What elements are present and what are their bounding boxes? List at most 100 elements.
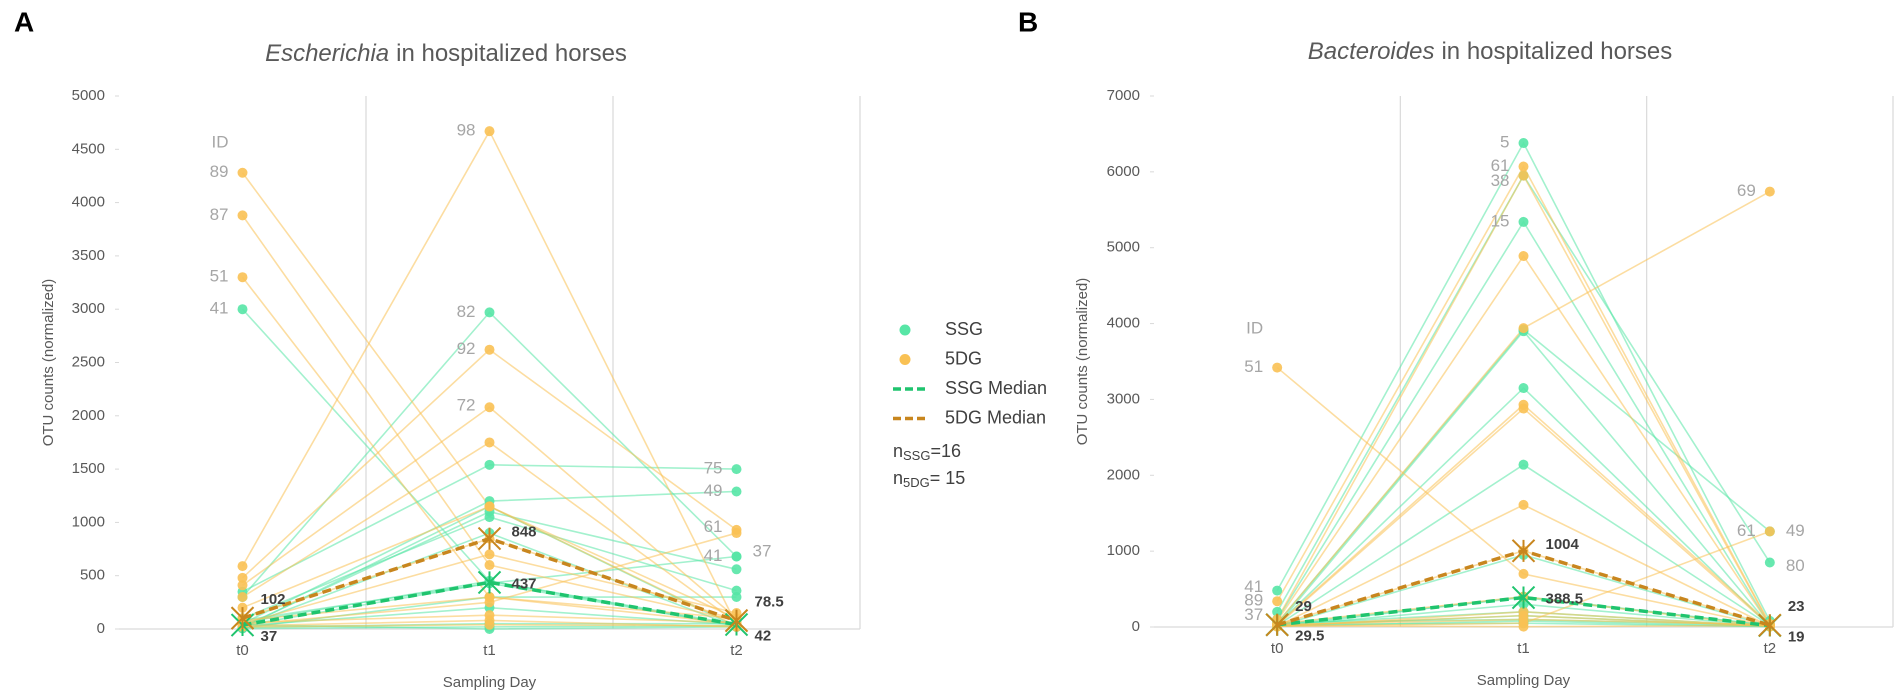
horse-point [1764,557,1775,568]
x-tick-label: t2 [1764,640,1777,657]
chart-title: Bacteroides in hospitalized horses [1308,38,1673,65]
title-genus: Escherichia [265,40,389,67]
median-label: 29.5 [1295,628,1324,645]
x-tick-label: t1 [1517,640,1530,657]
y-tick-label: 3000 [1107,390,1140,407]
horse-point [1518,568,1529,579]
horse-point [484,437,495,448]
y-tick-label: 4000 [72,194,105,211]
y-tick-label: 1000 [72,513,105,530]
horse-point [1518,621,1529,632]
id-annotation: 51 [210,267,229,286]
panel-letter: B [1018,6,1038,37]
median-marker [1758,613,1782,637]
y-tick-label: 2000 [72,407,105,424]
id-annotation: 41 [1244,577,1263,596]
horse-point [484,549,495,560]
title-rest: in hospitalized horses [396,40,627,67]
id-annotation: 69 [1737,181,1756,200]
horse-point [237,304,248,315]
y-tick-label: 7000 [1107,87,1140,104]
median-label: 29 [1295,598,1312,615]
id-annotation: ID [1246,318,1263,337]
median-label: 42 [755,627,772,644]
panel-letter: A [14,6,34,37]
legend-label: SSG Median [945,378,1047,398]
horse-point [1272,596,1283,607]
y-tick-label: 6000 [1107,163,1140,180]
median-marker [724,608,749,633]
y-axis-title: OTU counts (normalized) [40,279,57,447]
id-annotation: 41 [210,299,229,318]
median-marker [477,526,502,551]
horse-point [484,619,495,630]
horse-point [1518,138,1529,149]
horse-point [237,592,248,603]
median-label: 848 [512,524,537,541]
horse-point [484,512,495,523]
median-marker [1265,613,1289,637]
horse-point [731,592,742,603]
id-annotation: 89 [210,162,229,181]
legend-label: 5DG Median [945,407,1046,427]
id-annotation: 51 [1244,357,1263,376]
note-base: n [893,441,903,461]
legend-label: 5DG [945,348,982,368]
y-tick-label: 5000 [72,87,105,104]
legend-swatch [899,324,911,336]
y-tick-label: 5000 [1107,239,1140,256]
id-annotation: 41 [704,546,723,565]
y-tick-label: 3500 [72,247,105,264]
y-tick-label: 1500 [72,460,105,477]
legend: SSG 5DG SSG Median 5DG Median [893,319,1047,427]
y-tick-label: 3000 [72,300,105,317]
id-annotation: 92 [457,339,476,358]
median-marker [230,606,255,630]
horse-point [731,551,742,562]
horse-point [1272,362,1283,373]
y-tick-label: 4500 [72,140,105,157]
id-annotation: 49 [704,481,723,500]
id-annotation: 89 [1244,591,1263,610]
horse-point [484,560,495,571]
median-line [1276,595,1771,628]
horse-point [731,464,742,475]
id-annotation: ID [212,132,229,151]
horse-point [1764,186,1775,197]
legend-label: SSG [945,319,983,339]
horse-point [484,126,495,137]
id-annotation: 15 [1491,211,1510,230]
title-rest: in hospitalized horses [1441,38,1672,65]
id-annotation: 61 [1737,521,1756,540]
horse-line [1276,220,1771,626]
id-annotation: 61 [704,517,723,536]
horse-point [484,501,495,512]
individual-lines [237,126,742,634]
y-tick-label: 500 [80,567,105,584]
horse-point [1518,499,1529,510]
horse-point [1518,383,1529,394]
horse-point [731,528,742,539]
id-annotation: 72 [457,396,476,415]
note-sub: SSG [903,448,930,463]
horse-point [237,167,248,178]
x-axis-title: Sampling Day [1477,672,1571,689]
x-tick-label: t0 [236,642,249,659]
x-tick-label: t2 [730,642,743,659]
horse-point [1518,161,1529,172]
horse-point [1272,606,1283,617]
median-marker [1511,539,1536,563]
y-tick-label: 2500 [72,353,105,370]
y-tick-label: 4000 [1107,315,1140,332]
horse-point [731,486,742,497]
id-annotation: 5 [1500,133,1509,152]
horse-point [1518,251,1529,262]
horse-point [1518,606,1529,617]
horse-point [1518,614,1529,625]
horse-point [484,402,495,413]
horse-point [237,561,248,572]
median-label: 437 [512,575,537,592]
horse-point [1272,585,1283,596]
horse-point [484,459,495,470]
legend-swatch [899,354,911,365]
